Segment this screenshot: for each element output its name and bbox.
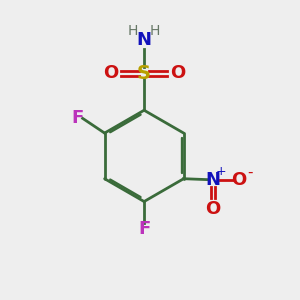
Text: H: H: [150, 24, 160, 38]
Text: O: O: [206, 200, 221, 218]
Text: O: O: [231, 171, 247, 189]
Text: O: O: [170, 64, 185, 82]
Text: H: H: [128, 24, 138, 38]
Text: O: O: [103, 64, 118, 82]
Text: F: F: [138, 220, 150, 238]
Text: F: F: [71, 109, 84, 127]
Text: +: +: [215, 165, 226, 178]
Text: S: S: [137, 64, 151, 83]
Text: N: N: [136, 31, 152, 49]
Text: N: N: [206, 171, 220, 189]
Text: -: -: [248, 164, 253, 179]
